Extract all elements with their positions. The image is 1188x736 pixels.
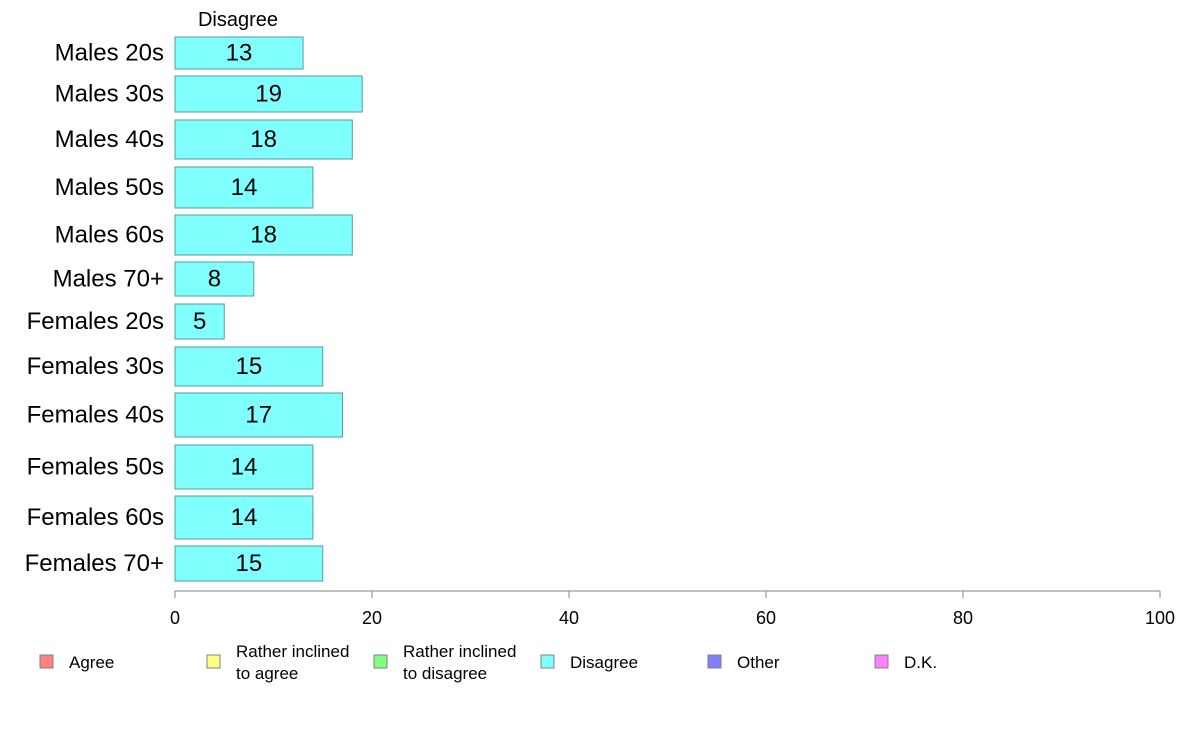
value-label: 5 bbox=[193, 308, 206, 335]
category-label: Males 20s bbox=[55, 40, 164, 67]
value-label: 18 bbox=[250, 126, 277, 153]
category-label: Males 30s bbox=[55, 81, 164, 108]
bar bbox=[174, 545, 324, 582]
legend-label: Rather inclined bbox=[236, 642, 349, 661]
legend-item: Disagree bbox=[540, 653, 638, 672]
legend-swatch bbox=[540, 654, 555, 669]
bar bbox=[174, 261, 255, 297]
legend-swatch bbox=[206, 654, 221, 669]
x-tick-label: 100 bbox=[1145, 608, 1175, 628]
bar bbox=[174, 75, 363, 113]
legend-swatch bbox=[874, 654, 889, 669]
bar bbox=[174, 346, 324, 387]
bar bbox=[174, 444, 314, 490]
category-label: Females 70+ bbox=[25, 550, 164, 577]
x-tick-label: 40 bbox=[559, 608, 579, 628]
value-label: 19 bbox=[255, 81, 282, 108]
legend-swatch bbox=[373, 654, 388, 669]
legend-label: to agree bbox=[236, 664, 298, 683]
category-label: Females 40s bbox=[27, 402, 164, 429]
value-label: 14 bbox=[231, 454, 258, 481]
bar bbox=[174, 214, 353, 256]
value-label: 13 bbox=[226, 40, 253, 67]
bar bbox=[174, 166, 314, 209]
series-title: Disagree bbox=[198, 9, 278, 31]
category-label: Females 60s bbox=[27, 504, 164, 531]
value-label: 18 bbox=[250, 222, 277, 249]
bar bbox=[174, 392, 343, 438]
legend-label: Rather inclined bbox=[403, 642, 516, 661]
category-label: Females 50s bbox=[27, 454, 164, 481]
value-label: 15 bbox=[236, 353, 263, 380]
category-label: Males 70+ bbox=[53, 266, 164, 293]
x-axis: 0 20 40 60 80 100 bbox=[170, 590, 1175, 628]
value-label: 15 bbox=[236, 550, 263, 577]
legend-item: Agree bbox=[39, 653, 114, 672]
legend-swatch bbox=[707, 654, 722, 669]
category-label: Males 40s bbox=[55, 126, 164, 153]
bar bbox=[174, 495, 314, 540]
value-label: 14 bbox=[231, 174, 258, 201]
legend-item: Other bbox=[707, 653, 780, 672]
legend-item: D.K. bbox=[874, 653, 937, 672]
legend-swatch bbox=[39, 654, 54, 669]
value-label: 14 bbox=[231, 504, 258, 531]
category-label: Females 20s bbox=[27, 308, 164, 335]
bar bbox=[174, 303, 225, 340]
bar bbox=[174, 119, 353, 160]
legend-label: Disagree bbox=[570, 653, 638, 672]
bars-group: Males 20s 13 Males 30s 19 Males 40s 18 Males 5… bbox=[25, 36, 363, 582]
legend-label: to disagree bbox=[403, 664, 487, 683]
legend-label: D.K. bbox=[904, 653, 937, 672]
legend-label: Other bbox=[737, 653, 780, 672]
category-label: Males 60s bbox=[55, 222, 164, 249]
legend-item: Rather inclined to agree bbox=[206, 642, 349, 683]
legend-label: Agree bbox=[69, 653, 114, 672]
x-tick-label: 20 bbox=[362, 608, 382, 628]
legend-item: Rather inclined to disagree bbox=[373, 642, 516, 683]
value-label: 8 bbox=[208, 266, 221, 293]
bar bbox=[174, 36, 304, 70]
value-label: 17 bbox=[245, 402, 272, 429]
x-tick-label: 60 bbox=[756, 608, 776, 628]
x-tick-label: 80 bbox=[953, 608, 973, 628]
category-label: Females 30s bbox=[27, 353, 164, 380]
category-label: Males 50s bbox=[55, 174, 164, 201]
x-tick-label: 0 bbox=[170, 608, 180, 628]
